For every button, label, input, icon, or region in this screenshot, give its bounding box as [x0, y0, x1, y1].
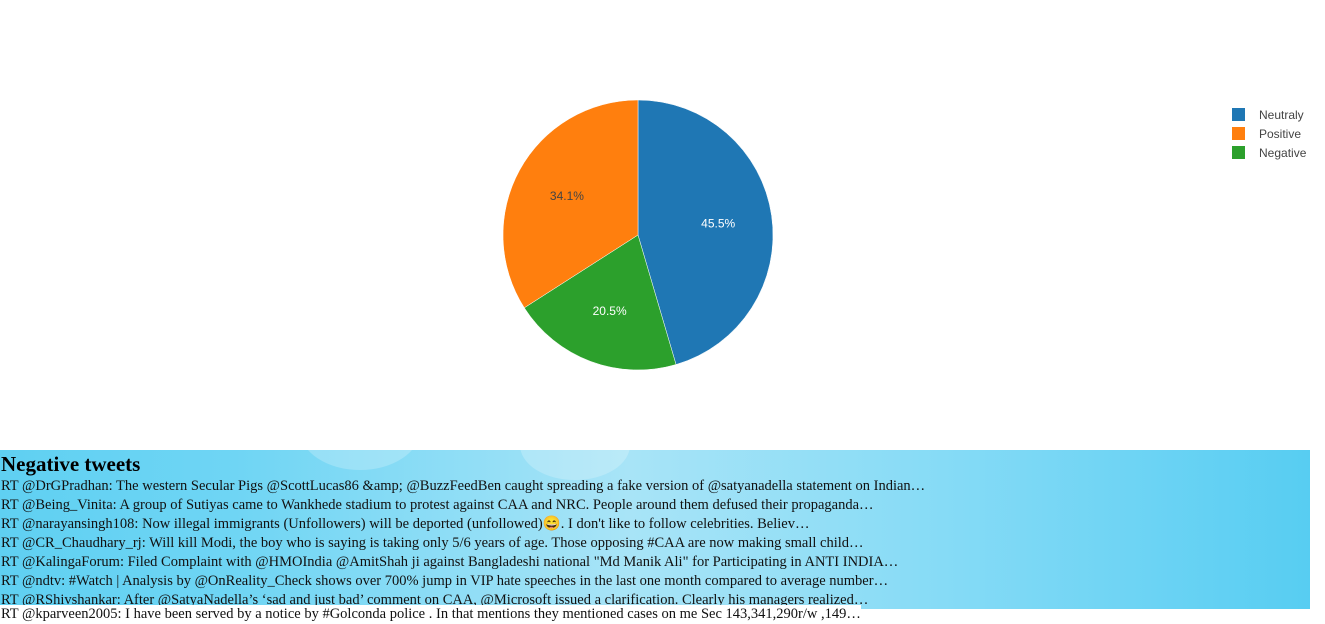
legend-label[interactable]: Negative: [1259, 146, 1307, 160]
pie-slice-neutraly[interactable]: [637, 99, 774, 365]
legend-swatch[interactable]: [1232, 108, 1245, 121]
pie-slice-positive[interactable]: [502, 99, 639, 309]
pie-slice-label: 45.5%: [701, 216, 735, 230]
legend-label[interactable]: Positive: [1259, 127, 1301, 141]
pie-slice-negative[interactable]: [523, 234, 677, 371]
pie-chart-area: 45.5% 20.5% 34.1% Neutraly Positive Negative: [502, 99, 1307, 371]
pie-slice-label: 34.1%: [550, 189, 584, 203]
negative-tweets-title: Negative tweets: [1, 452, 141, 476]
legend-label[interactable]: Neutraly: [1259, 108, 1304, 122]
tweet-item: RT @narayansingh108: Now illegal immigra…: [1, 516, 810, 532]
pie-chart: 45.5% 20.5% 34.1% Neutraly Positive Negative: [502, 99, 1307, 371]
chart-legend[interactable]: Neutraly Positive Negative: [1232, 108, 1307, 160]
tweet-item: RT @RShivshankar: After @SatyaNadella’s …: [1, 592, 869, 608]
pie-slice-label: 20.5%: [593, 304, 627, 318]
pie-slices: [502, 99, 774, 371]
tweet-item: RT @DrGPradhan: The western Secular Pigs…: [1, 478, 926, 494]
tweet-item: RT @kparveen2005: I have been served by …: [0, 605, 861, 624]
tweet-item: RT @ndtv: #Watch | Analysis by @OnRealit…: [1, 573, 889, 589]
tweet-item: RT @Being_Vinita: A group of Sutiyas cam…: [1, 497, 874, 513]
tweet-item: RT @CR_Chaudhary_rj: Will kill Modi, the…: [1, 535, 864, 551]
negative-tweets-panel: Negative tweets RT @DrGPradhan: The west…: [0, 450, 1310, 609]
pie-slice-labels: 45.5% 20.5% 34.1%: [550, 189, 736, 318]
tweet-list: RT @DrGPradhan: The western Secular Pigs…: [0, 477, 1310, 609]
tweet-item: RT @KalingaForum: Filed Complaint with @…: [1, 554, 899, 570]
legend-swatch[interactable]: [1232, 146, 1245, 159]
legend-swatch[interactable]: [1232, 127, 1245, 140]
